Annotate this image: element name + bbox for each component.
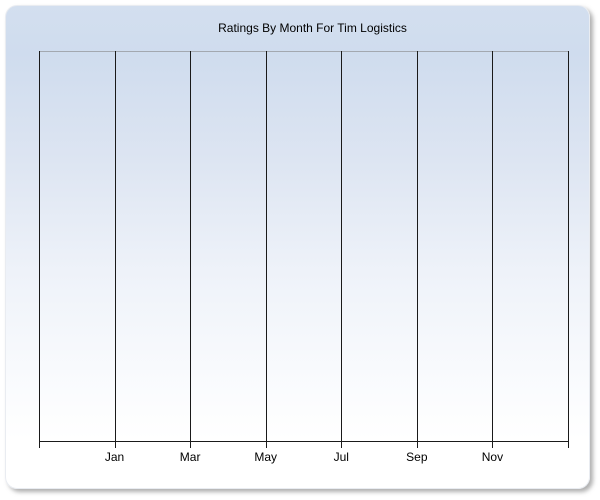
gridline xyxy=(115,51,116,441)
x-axis-tick xyxy=(492,441,493,448)
gridline xyxy=(39,51,40,441)
chart-card: Ratings By Month For Tim Logistics Jan Ma… xyxy=(5,5,590,489)
chart-title: Ratings By Month For Tim Logistics xyxy=(218,21,407,35)
x-axis-label: Sep xyxy=(406,450,428,464)
x-axis-label: Jul xyxy=(333,450,349,464)
x-axis-tick xyxy=(417,441,418,448)
gridline xyxy=(568,51,569,441)
gridline xyxy=(492,51,493,441)
x-axis-tick xyxy=(39,441,40,448)
x-axis-line xyxy=(39,441,569,442)
gridline xyxy=(341,51,342,441)
x-axis-label: May xyxy=(254,450,278,464)
x-axis-tick xyxy=(568,441,569,448)
x-axis-tick xyxy=(115,441,116,448)
x-axis-label: Jan xyxy=(104,450,125,464)
x-axis-label: Mar xyxy=(179,450,201,464)
x-axis-tick xyxy=(341,441,342,448)
x-axis-label: Nov xyxy=(481,450,504,464)
gridline xyxy=(190,51,191,441)
x-axis-tick xyxy=(190,441,191,448)
gridline xyxy=(417,51,418,441)
plot-area xyxy=(39,51,568,441)
gridline xyxy=(266,51,267,441)
x-axis-tick xyxy=(266,441,267,448)
